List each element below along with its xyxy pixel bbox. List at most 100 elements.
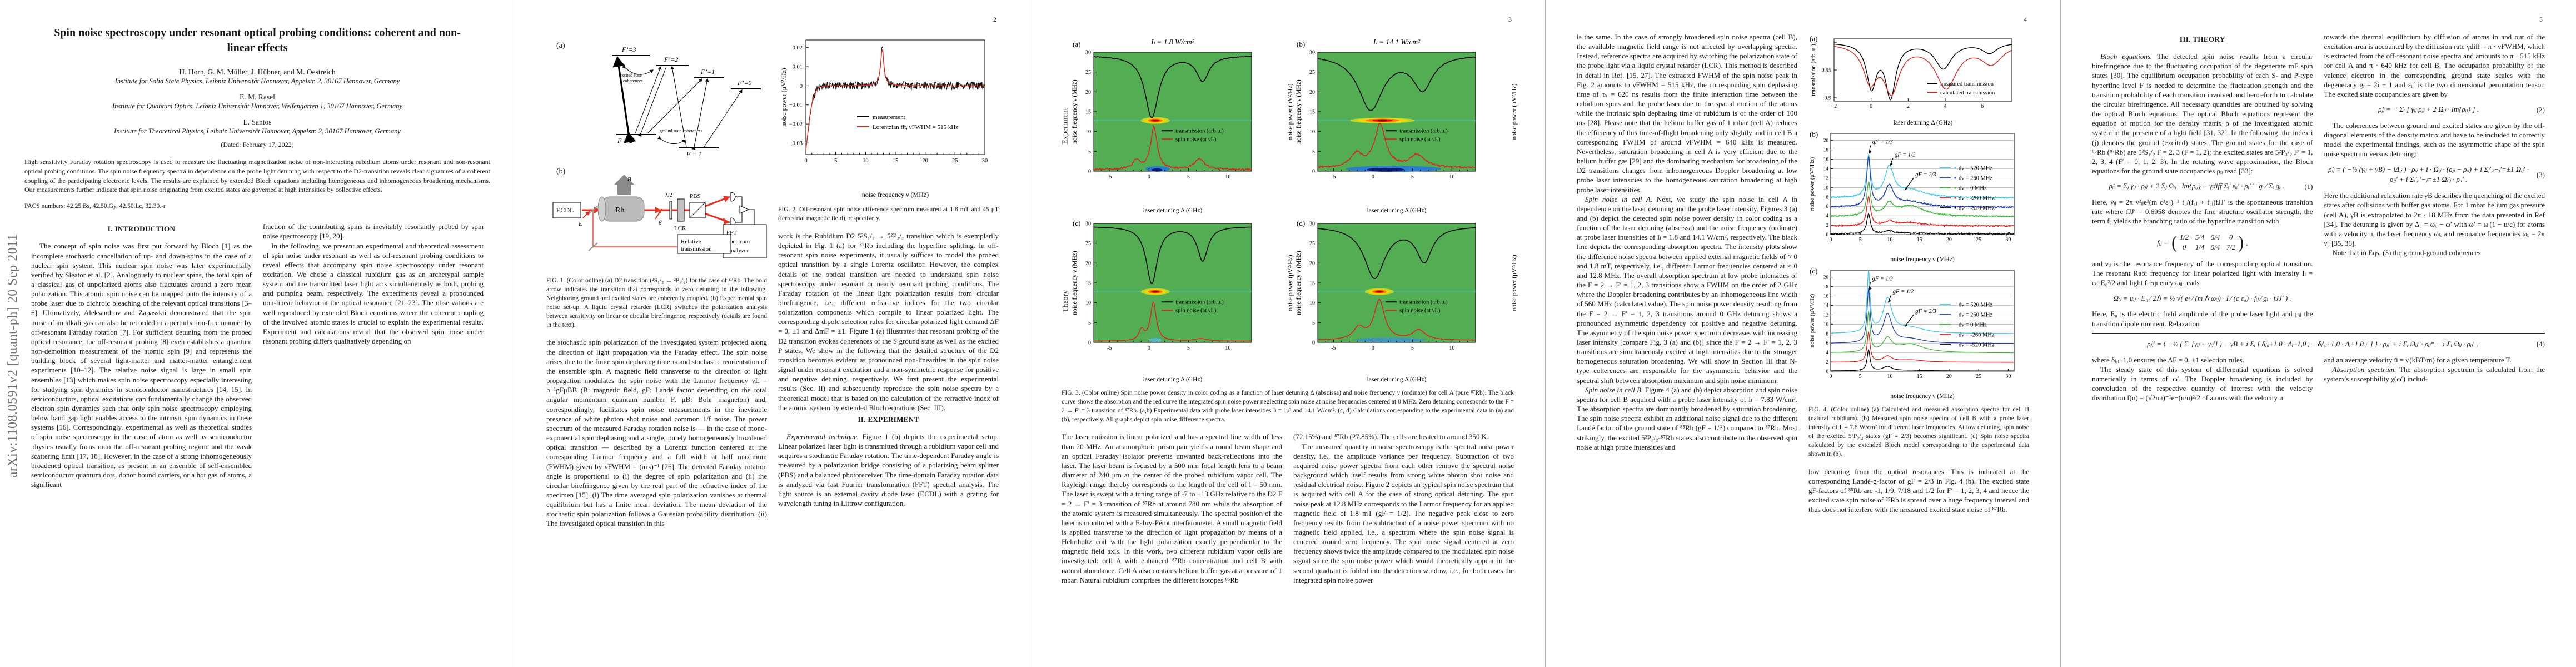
fig3-panel-c: (c) 0 5 10 15 20 25 30 -5 0 5 10 transmission (arb.u… — [1072, 219, 1294, 383]
svg-text:dν = 520 MHz: dν = 520 MHz — [1959, 302, 1992, 308]
fig3-ylabel: noise frequency ν (MHz) — [1072, 79, 1078, 144]
svg-text:15: 15 — [1917, 374, 1922, 380]
fig4c-ylabel: noise power (μV²/Hz) — [1809, 294, 1816, 348]
matrix-paren-left: ( — [2171, 232, 2178, 252]
fig1b-ecdl-label: ECDL — [556, 206, 574, 214]
fig1a-ann-ground: ground state coherences — [660, 128, 702, 133]
fig1b-hwp-label: λ/2 — [665, 192, 672, 198]
svg-text:Spectrum: Spectrum — [726, 238, 750, 245]
svg-text:F = 1: F = 1 — [686, 150, 701, 158]
svg-text:F’=2: F’=2 — [664, 56, 678, 63]
fig1a-tag: (a) — [556, 42, 565, 50]
fig3-ylabel: noise frequency ν (MHz) — [1296, 251, 1302, 315]
matrix-trail: , — [2246, 238, 2248, 247]
matrix-cell: 1/2 — [2180, 233, 2189, 242]
fig1a-level-diagram: (a) F’=3 F’=2 F’=1 F’=0 F = 2 F = 1 excited sta… — [556, 42, 761, 158]
svg-text:0: 0 — [1312, 340, 1315, 346]
svg-text:10: 10 — [1085, 129, 1091, 135]
column-left: The laser emission is linear polarized a… — [1062, 432, 1282, 585]
svg-text:0: 0 — [1870, 103, 1872, 109]
matrix-lhs: fᵢⱼ = — [2157, 238, 2169, 247]
svg-text:0: 0 — [1148, 345, 1150, 351]
matrix-cell: 5/4 — [2211, 233, 2220, 242]
fig4c-annotation-0: gF = 1/3 — [1872, 276, 1893, 282]
figure-caption: FIG. 1. (Color online) (a) D2 transition… — [546, 277, 767, 328]
svg-text:5: 5 — [1859, 374, 1862, 380]
svg-text:0: 0 — [1372, 345, 1374, 351]
equation: ρ̇ᵢᵢ = Σⱼ γᵢⱼ · ρⱼⱼ + 2 Σⱼ Ωᵢⱼ · Im{ρᵢⱼ}… — [2092, 181, 2313, 192]
fig3-colorbar-label: noise power (μV²/Hz) — [1511, 83, 1518, 140]
column-right: (a) 0.95 0.9 −2 0 2 4 6 measured transmission cal… — [1808, 32, 2029, 514]
fig3-row-label-theory: Theory — [1062, 217, 1070, 386]
fig1b-lcr-label: LCR — [674, 225, 686, 232]
paragraph-lead: Bloch equations. — [2100, 52, 2153, 61]
svg-text:0: 0 — [1372, 174, 1374, 180]
fig4a-xlabel: laser detuning Δ (GHz) — [1894, 120, 1953, 126]
svg-text:30: 30 — [1085, 50, 1091, 56]
svg-text:10: 10 — [1225, 174, 1230, 180]
fig4b-series-1 — [1830, 156, 2014, 209]
full-width-section: ρ̇ⱼⱼ′ = { −½ ( Σᵢ [γᵢⱼ + γᵢⱼ′] ) − γB + … — [2061, 332, 2576, 350]
fig3-panel-tag: (b) — [1297, 40, 1305, 48]
fig3-panel-d: (d) 0 5 10 15 20 25 30 -5 0 5 10 transmission (arb.u… — [1296, 219, 1518, 383]
fig3-xlabel: laser detuning Δ (GHz) — [1143, 376, 1203, 383]
fig4-panel-a: (a) 0.95 0.9−2 0 2 4 6 measured transmission cal… — [1810, 34, 2012, 126]
svg-text:10: 10 — [1309, 300, 1315, 306]
figure-1: (a) F’=3 F’=2 F’=1 F’=0 F = 2 F = 1 excited sta… — [546, 33, 767, 273]
svg-text:10: 10 — [1887, 374, 1892, 380]
svg-text:5: 5 — [1859, 237, 1862, 243]
section-heading: I. INTRODUCTION — [107, 225, 176, 233]
paragraph: The measured quantity in noise spectrosc… — [1293, 442, 1514, 584]
paragraph: Spin noise in cell B. Figure 4 (a) and (… — [1577, 385, 1798, 451]
column-left: III. THEORY Bloch equations. The detected… — [2092, 32, 2313, 328]
fig2-xlabel: noise frequency ν (MHz) — [862, 191, 929, 198]
equation-number: (4) — [2536, 340, 2545, 349]
full-width-section: Experiment Iₗ = 1.8 W/cm² (a) 0 5 10 15 20 25 30 -… — [1030, 36, 1545, 424]
fig4b-series-3 — [1830, 195, 2015, 227]
svg-text:30: 30 — [1085, 221, 1091, 227]
fig1b-beta-label: β — [658, 220, 662, 226]
svg-text:dν = 520 MHz: dν = 520 MHz — [1959, 166, 1992, 172]
svg-text:4: 4 — [1826, 350, 1829, 355]
svg-text:10: 10 — [1823, 322, 1829, 327]
svg-text:0: 0 — [1088, 340, 1091, 346]
column-right: and an average velocity ū = √(kBT/m) for… — [2324, 355, 2545, 403]
fig1b-rb-label: Rb — [615, 206, 624, 215]
fig4c-annotation-1: gF = 1/2 — [1893, 289, 1914, 295]
svg-text:10: 10 — [1449, 345, 1454, 351]
paragraph: where δⱼ,ᵢ±1,0 ensures the ΔF = 0, ±1 se… — [2092, 355, 2245, 364]
fig4c-series-1 — [1831, 288, 2014, 344]
svg-text:0: 0 — [1312, 169, 1315, 175]
svg-text:20: 20 — [1085, 89, 1091, 96]
fig3-ylabel: noise frequency ν (MHz) — [1072, 251, 1078, 315]
svg-text:25: 25 — [952, 158, 958, 164]
matrix-cell: 1/4 — [2195, 243, 2205, 251]
svg-text:transmission (arb.u.): transmission (arb.u.) — [1399, 128, 1448, 135]
fig4-panel-c: (c) 0 2 4 6 8 10 12 14 16 18 20 0 5 10 15 20 25 30 gF = 1/3… — [1809, 267, 2015, 400]
figure-3: Experiment Iₗ = 1.8 W/cm² (a) 0 5 10 15 20 25 30 -… — [1062, 36, 1518, 386]
fig4c-series-0 — [1831, 270, 2014, 334]
paragraph-lead: Spin noise in cell A. — [1585, 195, 1653, 203]
column-right: fraction of the contributing spins is in… — [263, 222, 484, 489]
fig4-panel-b: (b) 0 2 4 6 8 10 12 14 16 18 20 0 5 10 15 20 25 30 gF = 1/3… — [1809, 130, 2015, 263]
fig4b-annotation-1: gF = 1/2 — [1895, 152, 1916, 158]
svg-text:8: 8 — [1826, 331, 1829, 337]
fig4b-tag: (b) — [1810, 130, 1818, 138]
paragraph: Note that in Eqs. (3) the ground-ground … — [2332, 248, 2481, 257]
svg-text:5: 5 — [1312, 320, 1315, 326]
fig4b-xlabel: noise frequency ν (MHz) — [1890, 256, 1955, 263]
svg-text:transmission (arb.u.): transmission (arb.u.) — [1399, 300, 1448, 306]
equation-body: ρ̇ⱼⱼ′ = { −½ ( Σᵢ [γᵢⱼ + γᵢⱼ′] ) − γB + … — [2147, 339, 2478, 348]
page-2: 2 (a) F’=3 F’=2 F’=1 F’=0 F = 2 F = 1 excited st… — [515, 0, 1030, 667]
svg-text:F’=0: F’=0 — [737, 79, 751, 87]
svg-text:10: 10 — [1225, 345, 1230, 351]
matrix-cell: 5/4 — [2195, 233, 2205, 242]
svg-text:−2: −2 — [1831, 103, 1837, 109]
equation-number: (3) — [2536, 170, 2545, 179]
svg-text:20: 20 — [1823, 275, 1829, 280]
page-3: 3 Experiment Iₗ = 1.8 W/cm² (a) 0 5 10 15 20 25 30… — [1030, 0, 1546, 667]
fig4b-annotation-0: gF = 1/3 — [1872, 140, 1893, 146]
svg-text:10: 10 — [863, 158, 869, 164]
svg-text:25: 25 — [1085, 69, 1091, 76]
two-columns: III. THEORY Bloch equations. The detected… — [2061, 32, 2576, 328]
